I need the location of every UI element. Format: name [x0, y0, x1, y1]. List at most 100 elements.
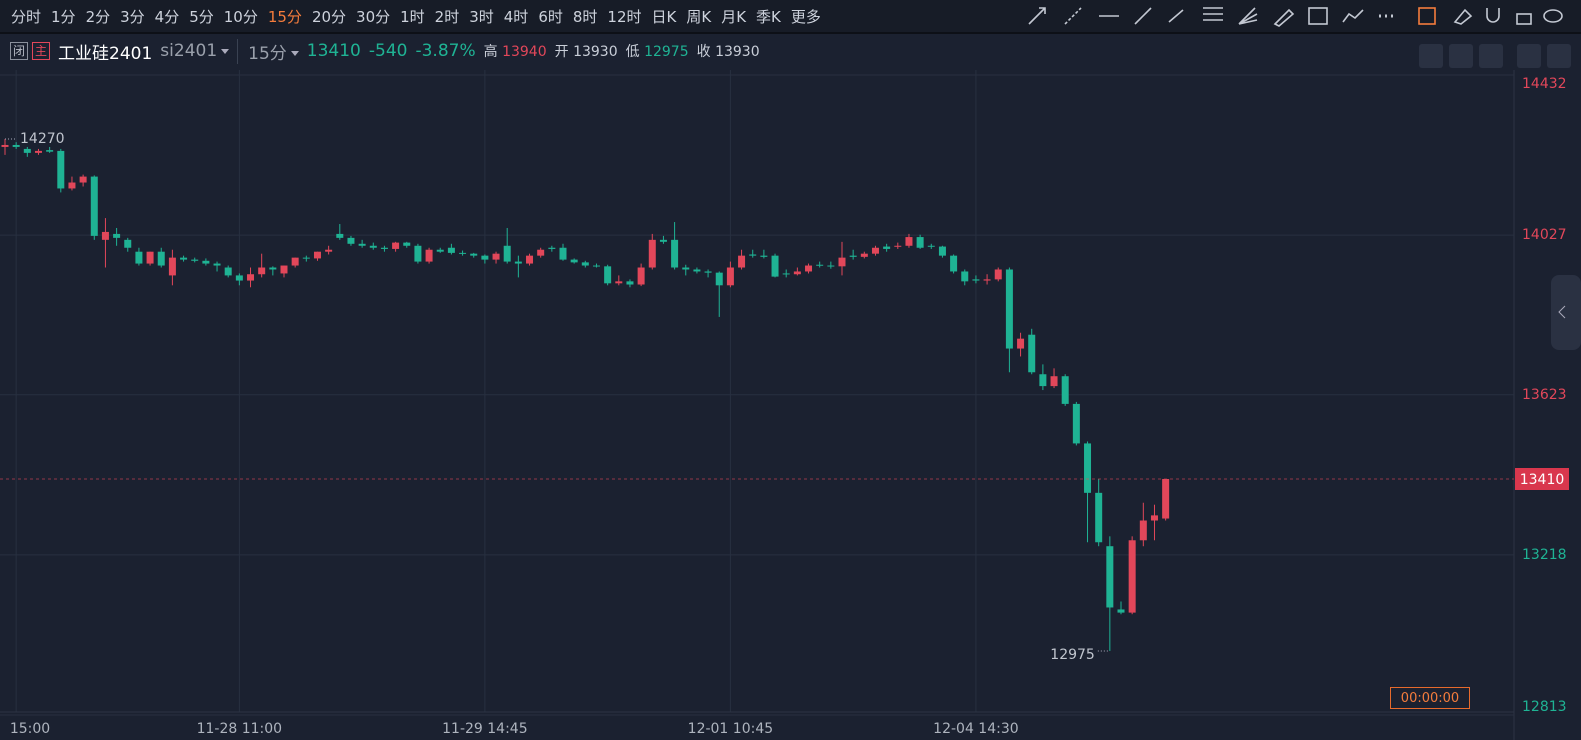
- candle-body: [860, 253, 868, 257]
- candle-body: [425, 249, 433, 262]
- icon-edit[interactable]: [1418, 7, 1436, 25]
- period-tab[interactable]: 分时: [11, 7, 42, 26]
- period-tab[interactable]: 2时: [434, 7, 460, 26]
- icon-eye[interactable]: [1543, 9, 1563, 23]
- candle-body: [157, 251, 165, 266]
- candle-body: [46, 150, 54, 152]
- candle-body: [247, 274, 255, 281]
- icon-line[interactable]: [1168, 9, 1184, 23]
- btn[interactable]: [1449, 44, 1473, 68]
- y-tick-label: 14432: [1522, 76, 1567, 92]
- candle-body: [336, 233, 344, 238]
- period-tab[interactable]: 周K: [686, 7, 712, 26]
- candle-body: [191, 259, 199, 261]
- candle-body: [12, 144, 20, 147]
- candle-body: [648, 239, 656, 268]
- candle-body: [1, 144, 9, 147]
- candle-body: [79, 176, 87, 183]
- btn[interactable]: [1517, 44, 1541, 68]
- period-tab[interactable]: 4分: [154, 7, 180, 26]
- icon-arrow[interactable]: [1028, 7, 1046, 25]
- period-tab[interactable]: 季K: [756, 7, 781, 26]
- candle-body: [827, 265, 835, 267]
- candle-body: [68, 182, 76, 189]
- candle-body: [1005, 269, 1013, 349]
- badge[interactable]: 闭: [10, 42, 29, 60]
- period-tab[interactable]: 12时: [607, 7, 642, 26]
- candle-body: [1084, 443, 1092, 493]
- icon-ray[interactable]: [1064, 7, 1082, 25]
- btn[interactable]: [1419, 44, 1443, 68]
- icon-lock[interactable]: [1516, 13, 1532, 25]
- candle-body: [615, 281, 623, 284]
- candle-body: [224, 267, 232, 276]
- code: si2401: [160, 41, 218, 61]
- period-tab[interactable]: 6时: [538, 7, 563, 26]
- candle-body: [1039, 374, 1047, 387]
- candle-body: [1106, 546, 1114, 608]
- period-tab[interactable]: 3分: [120, 7, 145, 26]
- period-select[interactable]: 15分: [237, 38, 299, 64]
- period-tab[interactable]: 30分: [356, 7, 391, 26]
- price-tag-label: 13410: [1520, 472, 1565, 488]
- period-tab[interactable]: 20分: [311, 7, 347, 26]
- period-tab[interactable]: 15分: [267, 7, 302, 26]
- candle-body: [1162, 479, 1170, 519]
- icon-fib[interactable]: [1203, 7, 1223, 21]
- candle-body: [146, 251, 154, 264]
- candle-body: [358, 243, 366, 246]
- candle-body: [526, 255, 534, 264]
- change-pct: -3.87%: [415, 41, 476, 61]
- icon-pen[interactable]: [1273, 8, 1295, 27]
- period-tab[interactable]: 2分: [85, 7, 111, 26]
- candle-body: [738, 255, 746, 268]
- icon-fan[interactable]: [1238, 7, 1258, 25]
- candle-body: [1139, 520, 1147, 541]
- period-tab[interactable]: 日K: [651, 7, 677, 26]
- candle-body: [90, 176, 98, 236]
- candle-body: [938, 246, 946, 256]
- contract-code[interactable]: si2401: [160, 41, 230, 61]
- icon-magnet[interactable]: [1486, 8, 1500, 23]
- candle-body: [1128, 540, 1136, 613]
- timer: 00:00:00: [1390, 687, 1470, 709]
- period-tab[interactable]: 月K: [721, 7, 747, 26]
- period-tab[interactable]: 1分: [51, 7, 76, 26]
- icon-image[interactable]: [1308, 7, 1328, 25]
- candle-body: [1061, 376, 1069, 404]
- candle-body: [34, 150, 42, 153]
- candle-body: [269, 267, 277, 270]
- period-tab[interactable]: 5分: [189, 7, 214, 26]
- candle-body: [235, 275, 243, 281]
- candle-body: [537, 249, 545, 256]
- min-label: 12975: [1050, 647, 1095, 663]
- candle-body: [771, 255, 779, 277]
- stat-label: 收: [696, 44, 711, 60]
- period-tab[interactable]: 1时: [400, 7, 425, 26]
- y-tick-label: 12813: [1522, 699, 1567, 715]
- candle-body: [459, 252, 467, 254]
- candle-body: [883, 246, 891, 249]
- candle-body: [961, 271, 969, 282]
- period-tab[interactable]: 8时: [572, 7, 598, 26]
- side-tab[interactable]: [1551, 275, 1581, 350]
- header: 闭 主 工业硅2401 si2401 15分 13410 -540 -3.87%…: [0, 34, 1581, 68]
- contract-name: 工业硅2401: [58, 43, 153, 64]
- icon-eraser[interactable]: [1453, 8, 1473, 25]
- icon-wave[interactable]: [1342, 9, 1364, 23]
- candle-body: [871, 247, 879, 254]
- x-tick-label: 12-04 14:30: [933, 721, 1018, 737]
- btn[interactable]: [1479, 44, 1503, 68]
- candle-body: [492, 253, 500, 260]
- icon-segment[interactable]: [1134, 7, 1152, 25]
- period-tab[interactable]: 更多: [790, 7, 821, 26]
- period-tab[interactable]: 3时: [469, 7, 494, 26]
- candle-body: [470, 253, 478, 256]
- candle-body: [793, 271, 801, 275]
- btn[interactable]: [1547, 44, 1571, 68]
- stat-label: 低: [625, 44, 640, 60]
- period-tab[interactable]: 10分: [223, 7, 258, 26]
- period-tab[interactable]: 4时: [503, 7, 529, 26]
- badge[interactable]: 主: [32, 42, 51, 60]
